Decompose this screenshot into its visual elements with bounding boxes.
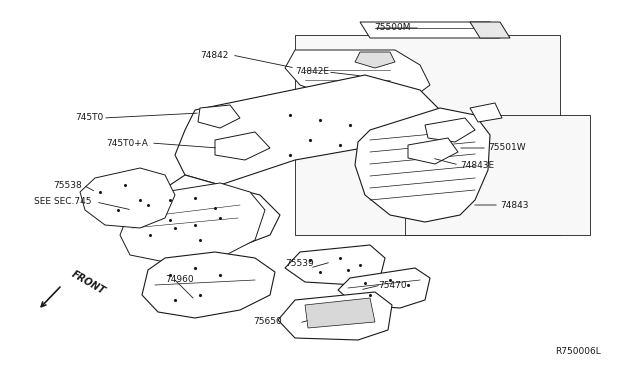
- Text: 75500M: 75500M: [374, 23, 410, 32]
- Polygon shape: [80, 168, 175, 228]
- Polygon shape: [425, 118, 475, 142]
- Text: 75501W: 75501W: [488, 144, 525, 153]
- Polygon shape: [278, 292, 392, 340]
- Polygon shape: [120, 183, 265, 262]
- Polygon shape: [175, 75, 440, 185]
- Text: SEE SEC.745: SEE SEC.745: [35, 198, 92, 206]
- Polygon shape: [355, 52, 395, 68]
- Polygon shape: [470, 22, 510, 38]
- Text: 745T0: 745T0: [75, 113, 103, 122]
- Polygon shape: [295, 35, 560, 235]
- Text: R750006L: R750006L: [555, 347, 601, 356]
- Polygon shape: [360, 22, 500, 38]
- Polygon shape: [305, 298, 375, 328]
- Text: 74960: 74960: [165, 276, 194, 285]
- Text: 74842: 74842: [200, 51, 228, 60]
- Polygon shape: [405, 115, 590, 235]
- Polygon shape: [198, 105, 240, 128]
- Text: 75539: 75539: [285, 259, 314, 267]
- Polygon shape: [140, 175, 280, 260]
- Polygon shape: [408, 138, 458, 164]
- Polygon shape: [285, 50, 430, 105]
- Text: 745T0+A: 745T0+A: [106, 138, 148, 148]
- Text: 75650: 75650: [253, 317, 282, 327]
- Text: 74842E: 74842E: [295, 67, 329, 77]
- Text: 75470: 75470: [378, 282, 406, 291]
- Polygon shape: [215, 132, 270, 160]
- Polygon shape: [142, 252, 275, 318]
- Text: FRONT: FRONT: [70, 269, 107, 296]
- Text: 74843E: 74843E: [460, 160, 494, 170]
- Polygon shape: [338, 268, 430, 308]
- Text: 75538: 75538: [53, 180, 82, 189]
- Polygon shape: [355, 108, 490, 222]
- Text: 74843: 74843: [500, 201, 529, 209]
- Polygon shape: [470, 103, 502, 122]
- Polygon shape: [285, 245, 385, 285]
